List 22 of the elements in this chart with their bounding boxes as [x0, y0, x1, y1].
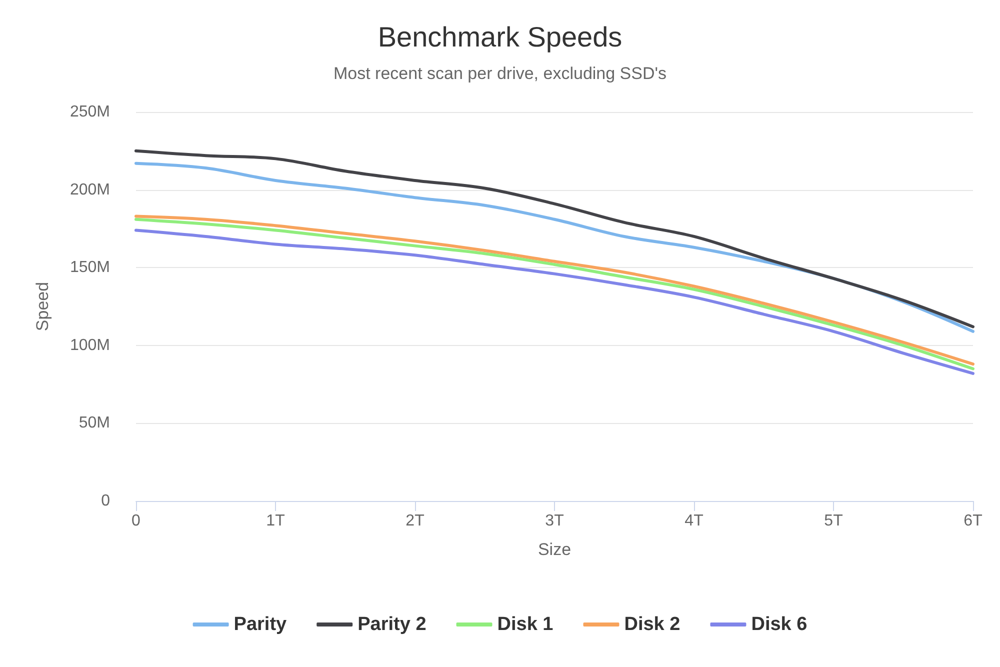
- x-tick-label: 1T: [266, 512, 286, 530]
- y-tick-label: 0: [101, 492, 110, 510]
- x-tick-label: 3T: [545, 512, 564, 530]
- x-tick-label: 0: [132, 512, 141, 530]
- legend-label: Disk 1: [497, 614, 554, 635]
- chart-subtitle: Most recent scan per drive, excluding SSD's: [333, 64, 667, 83]
- y-tick-label: 150M: [70, 259, 110, 276]
- y-tick-label: 250M: [70, 104, 110, 120]
- x-tick-label: 2T: [406, 512, 425, 530]
- chart-title: Benchmark Speeds: [378, 22, 622, 52]
- y-tick-label: 50M: [78, 414, 110, 432]
- x-tick-label: 5T: [824, 512, 844, 530]
- y-tick-label: 100M: [70, 336, 110, 354]
- legend-label: Parity 2: [358, 614, 426, 635]
- legend-label: Disk 6: [751, 614, 808, 635]
- y-tick-label: 200M: [70, 181, 110, 198]
- x-tick-label: 6T: [964, 512, 983, 530]
- x-tick-label: 4T: [684, 512, 704, 530]
- legend-label: Disk 2: [624, 614, 680, 635]
- y-axis-title: Speed: [33, 282, 52, 332]
- legend-label: Parity: [234, 614, 288, 635]
- x-axis-title: Size: [538, 540, 572, 559]
